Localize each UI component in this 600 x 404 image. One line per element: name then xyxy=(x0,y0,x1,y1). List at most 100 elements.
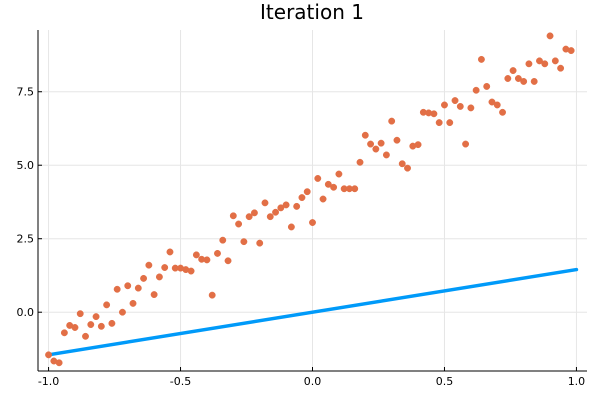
data-point xyxy=(192,251,200,259)
data-point xyxy=(393,136,401,144)
data-point xyxy=(150,291,158,299)
data-point xyxy=(525,60,533,68)
x-tick-label: 1.0 xyxy=(568,375,586,388)
data-point xyxy=(520,77,528,85)
data-point xyxy=(557,64,565,72)
data-point xyxy=(351,185,359,193)
data-point xyxy=(82,332,89,340)
data-point xyxy=(203,256,211,264)
data-point xyxy=(272,208,279,216)
data-point xyxy=(414,141,422,149)
data-point xyxy=(462,140,470,148)
y-tick-label: 0.0 xyxy=(17,306,35,319)
data-point xyxy=(309,219,316,226)
data-point xyxy=(277,204,285,212)
data-point xyxy=(87,321,95,329)
data-point xyxy=(404,164,411,172)
data-point xyxy=(293,202,301,210)
data-point xyxy=(514,75,522,82)
data-point xyxy=(324,180,332,188)
data-point xyxy=(214,249,221,257)
data-point xyxy=(430,110,438,118)
data-point xyxy=(129,299,137,307)
ticks-layer: -1.0 -0.5 0.0 0.5 1.0 0.0 2.5 5.0 7.5 xyxy=(17,86,586,388)
data-point xyxy=(187,267,195,275)
data-point xyxy=(356,158,364,166)
data-point xyxy=(477,55,485,63)
data-point xyxy=(124,282,132,290)
fit-line xyxy=(46,267,579,357)
data-point xyxy=(541,60,549,68)
data-point xyxy=(499,108,506,116)
data-point xyxy=(372,145,380,153)
data-point xyxy=(145,261,153,269)
data-point xyxy=(319,195,327,203)
data-point xyxy=(161,264,169,271)
grid-layer xyxy=(38,30,587,371)
data-point xyxy=(330,183,338,191)
data-point xyxy=(266,213,274,221)
data-point xyxy=(287,223,295,231)
data-point xyxy=(435,119,443,127)
data-point xyxy=(551,57,559,65)
data-point xyxy=(382,151,390,159)
x-tick-label: 0.5 xyxy=(436,375,454,388)
y-tick-label: 2.5 xyxy=(17,233,35,246)
data-point xyxy=(229,212,237,220)
chart-title: Iteration 1 xyxy=(260,0,364,24)
data-point xyxy=(536,57,543,65)
series-layer xyxy=(45,32,579,367)
data-point xyxy=(398,160,406,168)
y-tick-label: 5.0 xyxy=(17,159,35,172)
data-point xyxy=(103,301,111,309)
data-point xyxy=(388,117,396,125)
data-point xyxy=(509,67,517,75)
data-point xyxy=(250,209,258,217)
data-point xyxy=(314,175,322,182)
data-point xyxy=(119,308,126,316)
data-point xyxy=(219,236,227,244)
data-point xyxy=(235,220,243,228)
data-point xyxy=(155,273,163,281)
data-point xyxy=(45,351,53,359)
data-point xyxy=(256,239,264,247)
data-point xyxy=(361,131,369,139)
data-point xyxy=(446,119,454,127)
x-tick-label: 0.0 xyxy=(304,375,322,388)
data-point xyxy=(530,77,538,85)
data-point xyxy=(97,322,105,330)
data-point xyxy=(245,213,253,221)
data-point xyxy=(546,32,554,40)
data-point xyxy=(472,86,480,94)
data-point xyxy=(441,101,448,109)
data-point xyxy=(113,285,121,293)
data-point xyxy=(282,201,290,209)
data-point xyxy=(493,101,501,109)
data-point xyxy=(240,238,248,246)
data-point xyxy=(224,257,232,265)
data-point xyxy=(261,199,269,207)
data-point xyxy=(303,188,311,196)
data-point xyxy=(504,75,512,82)
data-point xyxy=(76,310,84,318)
data-point xyxy=(71,324,79,331)
data-point xyxy=(208,291,216,299)
data-point xyxy=(60,329,68,337)
data-point xyxy=(467,104,475,112)
data-point xyxy=(134,284,142,292)
data-point xyxy=(166,248,174,256)
data-point xyxy=(55,359,63,367)
x-tick-label: -0.5 xyxy=(170,375,191,388)
data-point xyxy=(451,97,459,105)
data-point xyxy=(367,140,375,148)
x-tick-label: -1.0 xyxy=(38,375,59,388)
data-point xyxy=(298,194,306,202)
data-point xyxy=(140,274,148,282)
data-point xyxy=(456,102,464,110)
data-point xyxy=(335,170,343,178)
data-point xyxy=(483,82,491,90)
data-point xyxy=(377,139,385,147)
y-tick-label: 7.5 xyxy=(17,86,35,99)
